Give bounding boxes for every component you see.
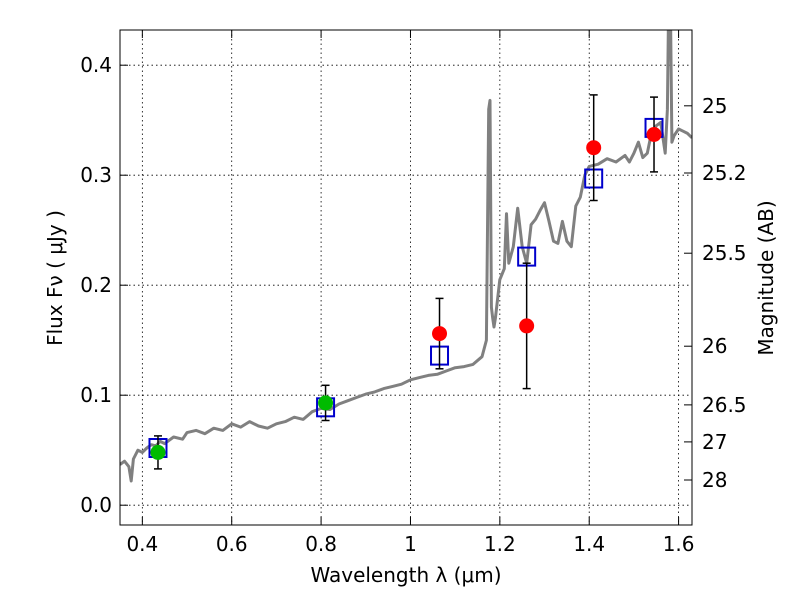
grid-layer (120, 30, 692, 525)
red-data-point (586, 140, 602, 156)
x-tick-label: 0.8 (305, 532, 337, 556)
mag-tick-label: 25.5 (702, 241, 747, 265)
red-data-point (432, 326, 448, 342)
x-tick-label: 1 (404, 532, 417, 556)
mag-tick-label: 25.2 (702, 161, 747, 185)
right-axis-label: Magnitude (AB) (754, 200, 778, 355)
mag-tick-label: 27 (702, 430, 727, 454)
mag-tick-label: 26 (702, 334, 727, 358)
plot-frame (119, 29, 693, 526)
x-tick-label: 0.6 (216, 532, 248, 556)
sed-line (120, 30, 692, 483)
tick-layer: 0.4 0.6 0.8 1 1.2 1.4 1.6 0.0 0.1 0.2 0.3 0.4 25 25.2… (80, 30, 747, 556)
y-tick-label: 0.0 (80, 493, 112, 517)
y-tick-label: 0.3 (80, 163, 112, 187)
x-tick-label: 1.4 (573, 532, 605, 556)
mag-tick-label: 28 (702, 468, 727, 492)
x-tick-label: 1.6 (663, 532, 695, 556)
x-axis-label: Wavelength λ (μm) (310, 563, 501, 587)
y-tick-label: 0.4 (80, 53, 112, 77)
red-data-point (519, 318, 535, 334)
data-layer (120, 30, 692, 483)
x-tick-label: 1.2 (484, 532, 516, 556)
mag-tick-label: 26.5 (702, 393, 747, 417)
green-data-point (318, 395, 334, 411)
y-tick-label: 0.2 (80, 273, 112, 297)
mag-tick-label: 25 (702, 94, 727, 118)
y-axis-label: Flux Fν ( μJy ) (43, 210, 67, 346)
y-tick-label: 0.1 (80, 383, 112, 407)
x-tick-label: 0.4 (126, 532, 158, 556)
green-data-point (150, 444, 166, 460)
red-data-point (646, 127, 662, 142)
